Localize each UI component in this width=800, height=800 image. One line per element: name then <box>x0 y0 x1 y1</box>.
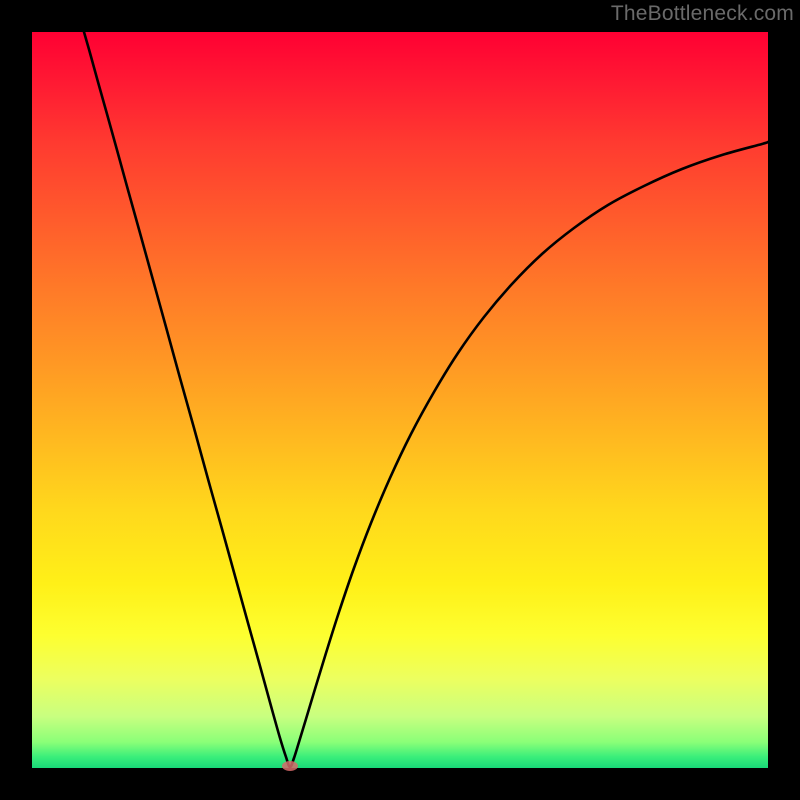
chart-svg <box>0 0 800 800</box>
optimal-point-marker <box>282 761 298 771</box>
watermark-text: TheBottleneck.com <box>611 2 794 26</box>
bottleneck-chart: TheBottleneck.com <box>0 0 800 800</box>
plot-background <box>32 32 768 768</box>
